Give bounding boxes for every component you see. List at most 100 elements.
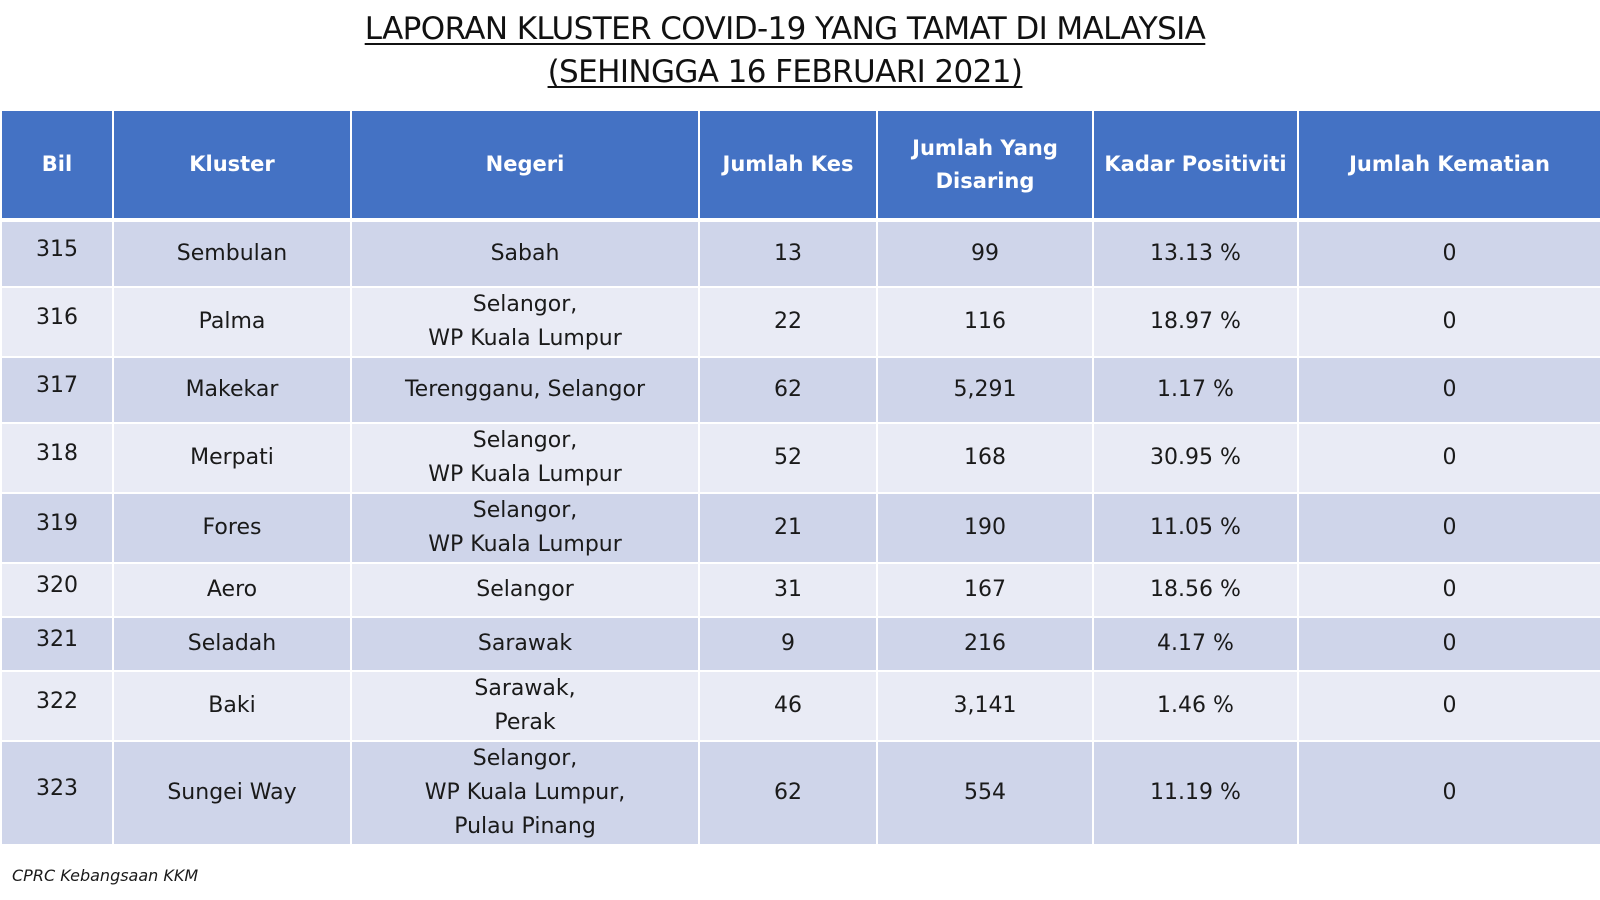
table-row: 316 Palma Selangor, WP Kuala Lumpur 22 116 18.… xyxy=(0,286,1600,358)
cell-jumlah-kes: 21 xyxy=(698,492,878,564)
table-row: 319 Fores Selangor, WP Kuala Lumpur 21 190 11.… xyxy=(0,492,1600,564)
cell-jumlah-disaring: 5,291 xyxy=(876,356,1094,424)
cell-bil: 316 xyxy=(0,286,114,358)
cell-jumlah-disaring: 3,141 xyxy=(876,670,1094,742)
cell-jumlah-kes: 62 xyxy=(698,740,878,846)
cell-jumlah-kematian: 0 xyxy=(1297,740,1600,846)
title-line-2: (SEHINGGA 16 FEBRUARI 2021) xyxy=(547,54,1023,90)
cell-negeri: Selangor, WP Kuala Lumpur xyxy=(350,492,700,564)
negeri-line: Sarawak, xyxy=(474,676,576,701)
negeri-line: WP Kuala Lumpur xyxy=(428,326,622,351)
cell-jumlah-disaring: 168 xyxy=(876,422,1094,494)
negeri-line: Sabah xyxy=(490,241,560,266)
cell-kluster: Palma xyxy=(112,286,352,358)
cell-kluster: Fores xyxy=(112,492,352,564)
cell-bil: 320 xyxy=(0,562,114,618)
cell-bil: 321 xyxy=(0,616,114,672)
cell-jumlah-kematian: 0 xyxy=(1297,616,1600,672)
cell-bil: 322 xyxy=(0,670,114,742)
cell-negeri: Sarawak, Perak xyxy=(350,670,700,742)
cell-jumlah-kes: 31 xyxy=(698,562,878,618)
negeri-line: WP Kuala Lumpur xyxy=(428,462,622,487)
cell-jumlah-disaring: 99 xyxy=(876,219,1094,288)
cell-kluster: Sungei Way xyxy=(112,740,352,846)
cell-negeri: Selangor, WP Kuala Lumpur xyxy=(350,286,700,358)
cell-jumlah-disaring: 190 xyxy=(876,492,1094,564)
cell-jumlah-disaring: 116 xyxy=(876,286,1094,358)
table-row: 317 Makekar Terengganu, Selangor 62 5,291 1.1… xyxy=(0,356,1600,424)
cell-bil: 315 xyxy=(0,219,114,288)
table-row: 321 Seladah Sarawak 9 216 4.17 % 0 xyxy=(0,616,1600,672)
cell-kluster: Baki xyxy=(112,670,352,742)
table-row: 318 Merpati Selangor, WP Kuala Lumpur 52 168 3… xyxy=(0,422,1600,494)
negeri-line: Selangor, xyxy=(472,428,578,453)
header-jumlah-kematian: Jumlah Kematian xyxy=(1297,109,1600,222)
cell-kadar-positiviti: 1.46 % xyxy=(1092,670,1299,742)
cell-kadar-positiviti: 18.97 % xyxy=(1092,286,1299,358)
cluster-report-table: Bil Kluster Negeri Jumlah Kes Jumlah Yan… xyxy=(0,109,1600,846)
table-row: 322 Baki Sarawak, Perak 46 3,141 1.46 % 0 xyxy=(0,670,1600,742)
cell-jumlah-disaring: 554 xyxy=(876,740,1094,846)
negeri-line: Perak xyxy=(494,710,556,735)
cell-jumlah-kematian: 0 xyxy=(1297,670,1600,742)
header-jumlah-kes: Jumlah Kes xyxy=(698,109,878,222)
cell-jumlah-kes: 9 xyxy=(698,616,878,672)
header-negeri: Negeri xyxy=(350,109,700,222)
cell-kadar-positiviti: 1.17 % xyxy=(1092,356,1299,424)
source-note: CPRC Kebangsaan KKM xyxy=(12,866,199,885)
cell-jumlah-kes: 22 xyxy=(698,286,878,358)
cell-kluster: Sembulan xyxy=(112,219,352,288)
table-row: 320 Aero Selangor 31 167 18.56 % 0 xyxy=(0,562,1600,618)
negeri-line: Terengganu, Selangor xyxy=(404,377,646,402)
header-kluster: Kluster xyxy=(112,109,352,222)
title-line-1: LAPORAN KLUSTER COVID-19 YANG TAMAT DI M… xyxy=(364,11,1206,47)
cell-kluster: Seladah xyxy=(112,616,352,672)
cell-negeri: Sabah xyxy=(350,219,700,288)
cell-jumlah-disaring: 216 xyxy=(876,616,1094,672)
table-row: 315 Sembulan Sabah 13 99 13.13 % 0 xyxy=(0,219,1600,288)
cell-bil: 317 xyxy=(0,356,114,424)
cell-jumlah-kematian: 0 xyxy=(1297,422,1600,494)
cell-kadar-positiviti: 11.19 % xyxy=(1092,740,1299,846)
cell-jumlah-kes: 62 xyxy=(698,356,878,424)
cell-bil: 319 xyxy=(0,492,114,564)
cell-jumlah-disaring: 167 xyxy=(876,562,1094,618)
cell-negeri: Selangor xyxy=(350,562,700,618)
cell-jumlah-kes: 52 xyxy=(698,422,878,494)
cell-negeri: Selangor, WP Kuala Lumpur, Pulau Pinang xyxy=(350,740,700,846)
cell-jumlah-kes: 13 xyxy=(698,219,878,288)
page-title: LAPORAN KLUSTER COVID-19 YANG TAMAT DI M… xyxy=(0,8,1570,94)
cell-kluster: Merpati xyxy=(112,422,352,494)
cell-jumlah-kematian: 0 xyxy=(1297,219,1600,288)
negeri-line: Selangor, xyxy=(472,746,578,771)
cell-kadar-positiviti: 11.05 % xyxy=(1092,492,1299,564)
cell-kadar-positiviti: 30.95 % xyxy=(1092,422,1299,494)
table-body: 315 Sembulan Sabah 13 99 13.13 % 0 316 Palma Sela… xyxy=(0,219,1600,846)
negeri-line: Selangor, xyxy=(472,292,578,317)
cell-bil: 318 xyxy=(0,422,114,494)
cell-jumlah-kematian: 0 xyxy=(1297,492,1600,564)
header-row: Bil Kluster Negeri Jumlah Kes Jumlah Yan… xyxy=(0,109,1600,222)
cell-negeri: Selangor, WP Kuala Lumpur xyxy=(350,422,700,494)
negeri-line: Pulau Pinang xyxy=(454,814,596,839)
cell-negeri: Terengganu, Selangor xyxy=(350,356,700,424)
negeri-line: WP Kuala Lumpur, xyxy=(424,780,626,805)
cell-kluster: Aero xyxy=(112,562,352,618)
cell-bil: 323 xyxy=(0,740,114,846)
cell-jumlah-kematian: 0 xyxy=(1297,286,1600,358)
negeri-line: Selangor, xyxy=(472,498,578,523)
cell-kadar-positiviti: 13.13 % xyxy=(1092,219,1299,288)
negeri-line: WP Kuala Lumpur xyxy=(428,532,622,557)
cell-jumlah-kematian: 0 xyxy=(1297,562,1600,618)
table-row: 323 Sungei Way Selangor, WP Kuala Lumpur, Pu… xyxy=(0,740,1600,846)
cell-kluster: Makekar xyxy=(112,356,352,424)
cell-negeri: Sarawak xyxy=(350,616,700,672)
cell-kadar-positiviti: 4.17 % xyxy=(1092,616,1299,672)
cell-jumlah-kematian: 0 xyxy=(1297,356,1600,424)
negeri-line: Sarawak xyxy=(477,631,573,656)
cell-kadar-positiviti: 18.56 % xyxy=(1092,562,1299,618)
cell-jumlah-kes: 46 xyxy=(698,670,878,742)
header-jumlah-disaring: Jumlah Yang Disaring xyxy=(876,109,1094,222)
header-bil: Bil xyxy=(0,109,114,222)
header-kadar-positiviti: Kadar Positiviti xyxy=(1092,109,1299,222)
